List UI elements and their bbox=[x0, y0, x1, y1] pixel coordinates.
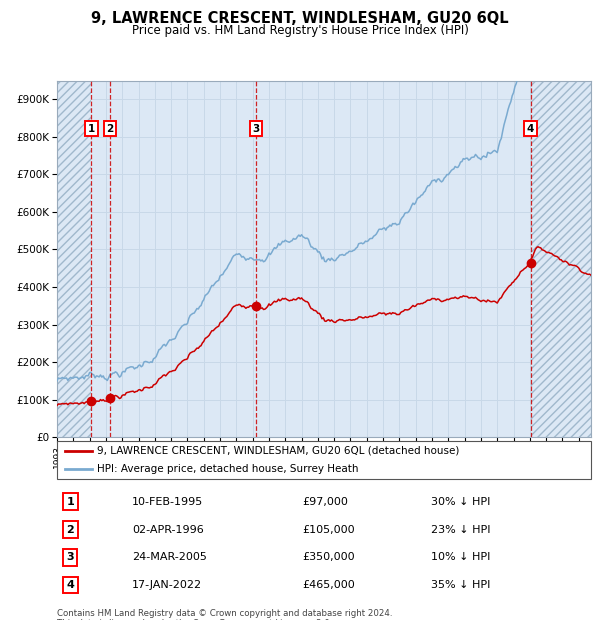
Text: 24-MAR-2005: 24-MAR-2005 bbox=[132, 552, 206, 562]
Text: £105,000: £105,000 bbox=[302, 525, 355, 534]
Text: HPI: Average price, detached house, Surrey Heath: HPI: Average price, detached house, Surr… bbox=[97, 464, 359, 474]
Text: 1: 1 bbox=[67, 497, 74, 507]
Text: 9, LAWRENCE CRESCENT, WINDLESHAM, GU20 6QL: 9, LAWRENCE CRESCENT, WINDLESHAM, GU20 6… bbox=[91, 11, 509, 26]
Bar bbox=[530, 81, 591, 437]
Text: £465,000: £465,000 bbox=[302, 580, 355, 590]
Text: 4: 4 bbox=[67, 580, 74, 590]
Text: 17-JAN-2022: 17-JAN-2022 bbox=[132, 580, 202, 590]
Text: £350,000: £350,000 bbox=[302, 552, 355, 562]
Text: 3: 3 bbox=[67, 552, 74, 562]
Text: Contains HM Land Registry data © Crown copyright and database right 2024.
This d: Contains HM Land Registry data © Crown c… bbox=[57, 609, 392, 620]
Text: Price paid vs. HM Land Registry's House Price Index (HPI): Price paid vs. HM Land Registry's House … bbox=[131, 24, 469, 37]
Text: 35% ↓ HPI: 35% ↓ HPI bbox=[431, 580, 490, 590]
Text: 4: 4 bbox=[527, 124, 534, 134]
Text: 1: 1 bbox=[88, 124, 95, 134]
Text: 10% ↓ HPI: 10% ↓ HPI bbox=[431, 552, 490, 562]
Text: 10-FEB-1995: 10-FEB-1995 bbox=[132, 497, 203, 507]
Text: 9, LAWRENCE CRESCENT, WINDLESHAM, GU20 6QL (detached house): 9, LAWRENCE CRESCENT, WINDLESHAM, GU20 6… bbox=[97, 446, 460, 456]
Text: 3: 3 bbox=[253, 124, 260, 134]
Text: £97,000: £97,000 bbox=[302, 497, 349, 507]
Text: 2: 2 bbox=[67, 525, 74, 534]
Text: 23% ↓ HPI: 23% ↓ HPI bbox=[431, 525, 490, 534]
Bar bbox=[57, 81, 91, 437]
Text: 2: 2 bbox=[106, 124, 113, 134]
Text: 30% ↓ HPI: 30% ↓ HPI bbox=[431, 497, 490, 507]
Text: 02-APR-1996: 02-APR-1996 bbox=[132, 525, 203, 534]
